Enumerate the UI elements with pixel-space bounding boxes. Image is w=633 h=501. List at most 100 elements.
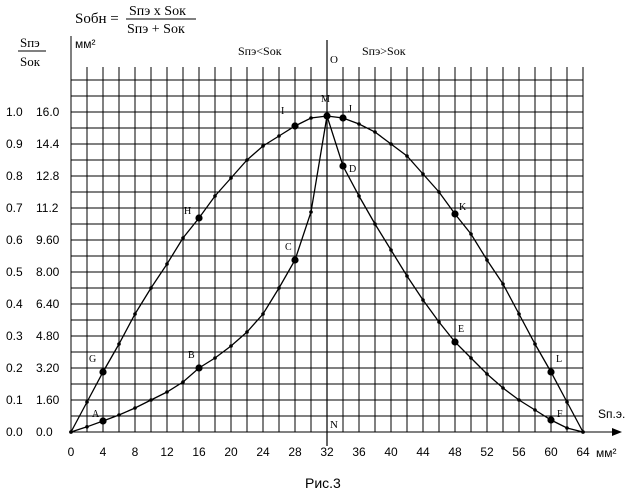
series-point (565, 400, 569, 404)
point-f (547, 416, 555, 424)
ratio-tick-label: 0.2 (6, 361, 23, 375)
series-point (533, 342, 537, 346)
point-e (451, 338, 459, 346)
series-point (373, 130, 377, 134)
series-point (437, 190, 441, 194)
region-right-label: Sпэ>Sок (362, 44, 406, 58)
point-d (339, 162, 347, 170)
x-tick-label: 8 (132, 445, 139, 459)
ratio-tick-label: 0.7 (6, 201, 23, 215)
ratio-tick-label: 0.0 (6, 425, 23, 439)
ratio-tick-label: 0.5 (6, 265, 23, 279)
point-h (195, 214, 203, 222)
y-tick-label: 11.2 (36, 201, 59, 215)
series-point (229, 344, 233, 348)
series-point (213, 356, 217, 360)
y-unit-label: мм² (75, 37, 96, 51)
point-g (99, 368, 107, 376)
series-point (181, 236, 185, 240)
series-point (181, 380, 185, 384)
point-label-a: A (92, 409, 100, 420)
ratio-tick-label: 0.6 (6, 233, 23, 247)
series-point (405, 154, 409, 158)
x-tick-label: 32 (320, 445, 334, 459)
point-label-k: K (459, 202, 467, 213)
axes (70, 36, 622, 446)
figure-caption: Рис.3 (305, 475, 341, 491)
formula: Sобн = Sпэ x Sок Sпэ + Sок (75, 4, 196, 37)
x-unit-label: мм² (596, 446, 617, 460)
x-tick-label: 36 (352, 445, 366, 459)
y-tick-label: 14.4 (36, 137, 60, 151)
x-tick-label: 24 (256, 445, 270, 459)
x-axis-arrow (612, 428, 622, 436)
ratio-tick-label: 0.1 (6, 393, 23, 407)
series-point (389, 248, 393, 252)
x-tick-label: 40 (384, 445, 398, 459)
axis-n-label: N (330, 419, 338, 431)
point-b (195, 364, 203, 372)
series-point (149, 398, 153, 402)
ratio-tick-label: 0.9 (6, 137, 23, 151)
point-k (451, 210, 459, 218)
point-m (323, 112, 331, 120)
point-label-g: G (89, 354, 96, 365)
series-point (517, 398, 521, 402)
axis-o-label: O (330, 54, 338, 66)
y-tick-label: 16.0 (36, 105, 60, 119)
x-tick-label: 28 (288, 445, 302, 459)
series-point (533, 408, 537, 412)
series-point (277, 134, 281, 138)
tick-labels: 0 4 8 12 16 20 24 28 32 36 40 44 48 52 56 60 640.01.603.… (6, 105, 590, 459)
ratio-tick-label: 1.0 (6, 105, 23, 119)
series-point (469, 232, 473, 236)
ratio-tick-label: 0.8 (6, 169, 23, 183)
y-tick-label: 9.60 (36, 233, 60, 247)
point-a (99, 417, 107, 425)
series-point (117, 342, 121, 346)
x-tick-label: 20 (224, 445, 238, 459)
series-point (69, 430, 73, 434)
x-tick-label: 0 (68, 445, 75, 459)
series-point (245, 330, 249, 334)
series-point (485, 372, 489, 376)
series-point (389, 142, 393, 146)
y-tick-label: 4.80 (36, 329, 60, 343)
y-tick-label: 1.60 (36, 393, 60, 407)
series-point (261, 144, 265, 148)
series-point (437, 320, 441, 324)
series-point (309, 210, 313, 214)
x-tick-label: 56 (512, 445, 526, 459)
y-tick-label: 0.0 (36, 425, 53, 439)
series-point (133, 312, 137, 316)
series-point (277, 286, 281, 290)
point-label-m: M (321, 94, 330, 105)
y-tick-label: 12.8 (36, 169, 60, 183)
series-point (245, 158, 249, 162)
region-left-label: Sпэ<Sок (238, 44, 282, 58)
series-point (133, 406, 137, 410)
series-point (165, 262, 169, 266)
y-tick-label: 6.40 (36, 297, 60, 311)
point-label-b: B (188, 350, 195, 361)
point-j (339, 114, 347, 122)
x-tick-label: 12 (160, 445, 174, 459)
series-point (149, 286, 153, 290)
ratio-axis-label: Sпэ Sок (18, 35, 46, 69)
point-l (547, 368, 555, 376)
point-label-l: L (556, 354, 562, 365)
point-label-c: C (285, 242, 292, 253)
series-point (357, 194, 361, 198)
point-label-e: E (458, 324, 464, 335)
formula-numerator: Sпэ x Sок (129, 4, 186, 19)
series-point (517, 312, 521, 316)
formula-denominator: Sпэ + Sок (127, 22, 185, 37)
series-point (261, 312, 265, 316)
series-point (501, 282, 505, 286)
point-label-i: I (281, 106, 284, 117)
x-tick-label: 44 (416, 445, 430, 459)
ratio-label-num: Sпэ (20, 35, 40, 50)
series-point (229, 176, 233, 180)
series-point (485, 258, 489, 262)
x-tick-label: 48 (448, 445, 462, 459)
